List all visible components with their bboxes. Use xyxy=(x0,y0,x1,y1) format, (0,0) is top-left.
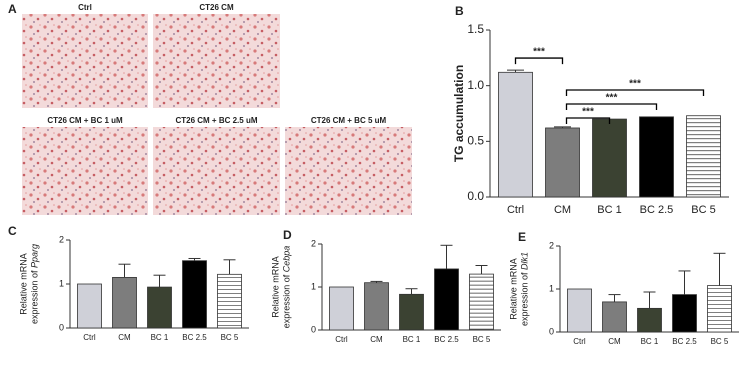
micrograph xyxy=(22,127,148,215)
x-tick-label: BC 2.5 xyxy=(182,333,207,342)
image-caption: Ctrl xyxy=(78,3,92,12)
y-label-line: expression of xyxy=(30,270,40,324)
x-tick-label: BC 1 xyxy=(641,337,659,346)
panel-letter: B xyxy=(455,4,464,18)
significance-label: *** xyxy=(606,93,618,104)
gene-name: Cebpa xyxy=(282,246,292,273)
bar xyxy=(686,115,721,198)
y-label-line: Relative mRNA xyxy=(509,258,519,320)
micrograph xyxy=(22,14,148,108)
y-tick-label: 2 xyxy=(311,238,316,248)
bar xyxy=(639,116,674,198)
bar xyxy=(592,118,627,198)
x-tick-label: BC 5 xyxy=(221,333,239,342)
x-tick-label: Ctrl xyxy=(507,204,524,216)
y-tick-label: 1 xyxy=(59,278,64,288)
y-label-line: TG accumulation xyxy=(452,65,466,162)
significance-bracket xyxy=(565,89,705,96)
y-tick-label: 0 xyxy=(549,326,554,336)
micrograph xyxy=(153,14,280,108)
bar xyxy=(399,293,424,331)
x-tick-label: CM xyxy=(118,333,131,342)
y-tick-label: 1.5 xyxy=(467,22,484,36)
bar xyxy=(329,286,354,331)
panel-letter: D xyxy=(283,228,292,242)
y-axis-label: Relative mRNAexpression of Cebpa xyxy=(271,246,292,329)
y-tick-label: 1 xyxy=(311,281,316,291)
image-caption: CT26 CM + BC 5 uM xyxy=(311,116,387,125)
y-tick-label: 2 xyxy=(59,234,64,244)
panel-letter: E xyxy=(518,230,526,244)
panel-letter: A xyxy=(8,2,17,16)
bar xyxy=(77,283,102,329)
x-tick-label: BC 2.5 xyxy=(434,335,459,344)
bar xyxy=(434,268,459,331)
y-tick-label: 0.0 xyxy=(467,189,484,203)
significance-bracket xyxy=(514,57,564,65)
micrograph xyxy=(153,127,280,215)
x-tick-label: BC 5 xyxy=(711,337,729,346)
y-label-line: Relative mRNA xyxy=(271,256,281,318)
significance-label: *** xyxy=(582,107,594,118)
gene-name: Dlk1 xyxy=(520,252,530,270)
x-tick-label: BC 5 xyxy=(691,204,715,216)
y-tick-label: 1.0 xyxy=(467,78,484,92)
image-caption: CT26 CM + BC 1 uM xyxy=(47,116,123,125)
y-tick-label: 2 xyxy=(549,240,554,250)
x-tick-label: Ctrl xyxy=(335,335,348,344)
image-caption: CT26 CM xyxy=(199,3,234,12)
bar xyxy=(147,286,172,329)
y-label-line: expression of xyxy=(520,272,530,326)
x-tick-label: BC 2.5 xyxy=(640,204,674,216)
bar xyxy=(545,127,580,198)
bar xyxy=(112,276,137,329)
bar xyxy=(498,71,533,198)
x-tick-label: CM xyxy=(370,335,383,344)
y-axis-label: Relative mRNAexpression of Dlk1 xyxy=(509,252,530,326)
significance-bracket xyxy=(565,103,658,110)
significance-label: *** xyxy=(629,79,641,90)
micrograph xyxy=(285,127,412,215)
y-label-line: Relative mRNA xyxy=(19,253,29,315)
x-tick-label: CM xyxy=(608,337,621,346)
bar xyxy=(672,294,697,333)
bar xyxy=(182,260,207,329)
x-tick-label: CM xyxy=(554,204,571,216)
y-tick-label: 0 xyxy=(311,324,316,334)
bar xyxy=(364,282,389,331)
y-label-line: expression of xyxy=(282,274,292,328)
significance-bracket xyxy=(565,117,611,124)
x-tick-label: BC 1 xyxy=(151,333,169,342)
x-tick-label: BC 1 xyxy=(597,204,621,216)
bar xyxy=(469,273,494,331)
y-tick-label: 0 xyxy=(59,322,64,332)
gene-name: Pparg xyxy=(30,244,40,268)
y-axis-label: Relative mRNAexpression of Pparg xyxy=(19,244,40,324)
y-tick-label: 0.5 xyxy=(467,134,484,148)
bar xyxy=(567,288,592,333)
x-tick-label: BC 1 xyxy=(403,335,421,344)
image-caption: CT26 CM + BC 2.5 uM xyxy=(175,116,257,125)
bar xyxy=(637,307,662,333)
x-tick-label: Ctrl xyxy=(83,333,96,342)
panel-letter: C xyxy=(8,224,17,238)
x-tick-label: BC 5 xyxy=(473,335,491,344)
bar xyxy=(602,301,627,333)
y-axis-label: TG accumulation xyxy=(452,65,466,162)
significance-label: *** xyxy=(533,47,545,58)
x-tick-label: Ctrl xyxy=(573,337,586,346)
y-tick-label: 1 xyxy=(549,283,554,293)
x-tick-label: BC 2.5 xyxy=(672,337,697,346)
